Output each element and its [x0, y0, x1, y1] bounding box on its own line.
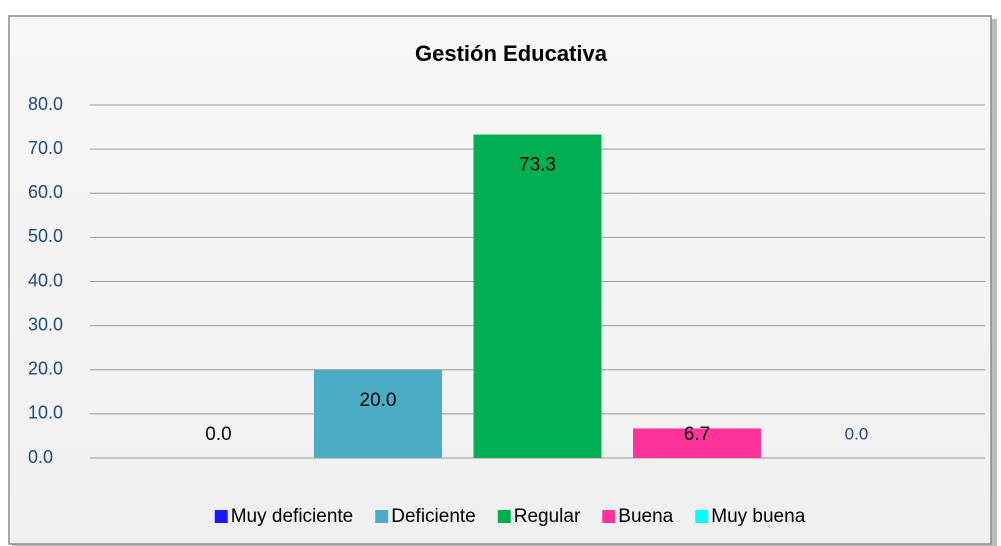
- legend-label: Deficiente: [391, 506, 476, 527]
- bar: [633, 428, 761, 458]
- legend-label: Muy deficiente: [231, 506, 354, 527]
- y-tick-label: 30.0: [28, 314, 63, 334]
- chart-title: Gestión Educativa: [415, 41, 608, 66]
- value-label: 73.3: [519, 155, 556, 176]
- y-tick-label: 80.0: [28, 94, 63, 114]
- legend-label: Regular: [514, 506, 581, 527]
- bar: [314, 369, 442, 458]
- y-tick-label: 50.0: [28, 226, 63, 246]
- legend-swatch: [695, 510, 709, 523]
- y-tick-label: 10.0: [28, 403, 63, 423]
- y-tick-label: 60.0: [28, 182, 63, 202]
- legend-swatch: [497, 510, 511, 523]
- legend-swatch: [214, 510, 228, 523]
- y-tick-label: 20.0: [28, 359, 63, 379]
- y-tick-label: 40.0: [28, 270, 63, 290]
- value-label: 0.0: [205, 424, 231, 445]
- legend-swatch: [602, 510, 616, 523]
- legend-label: Buena: [618, 506, 673, 527]
- value-label: 6.7: [684, 424, 710, 445]
- legend-swatch: [375, 510, 389, 523]
- y-tick-label: 70.0: [28, 138, 63, 158]
- value-label: 0.0: [845, 424, 869, 443]
- y-tick-label: 0.0: [28, 447, 53, 467]
- legend-label: Muy buena: [711, 506, 805, 527]
- value-label: 20.0: [360, 390, 397, 411]
- bar: [473, 134, 602, 458]
